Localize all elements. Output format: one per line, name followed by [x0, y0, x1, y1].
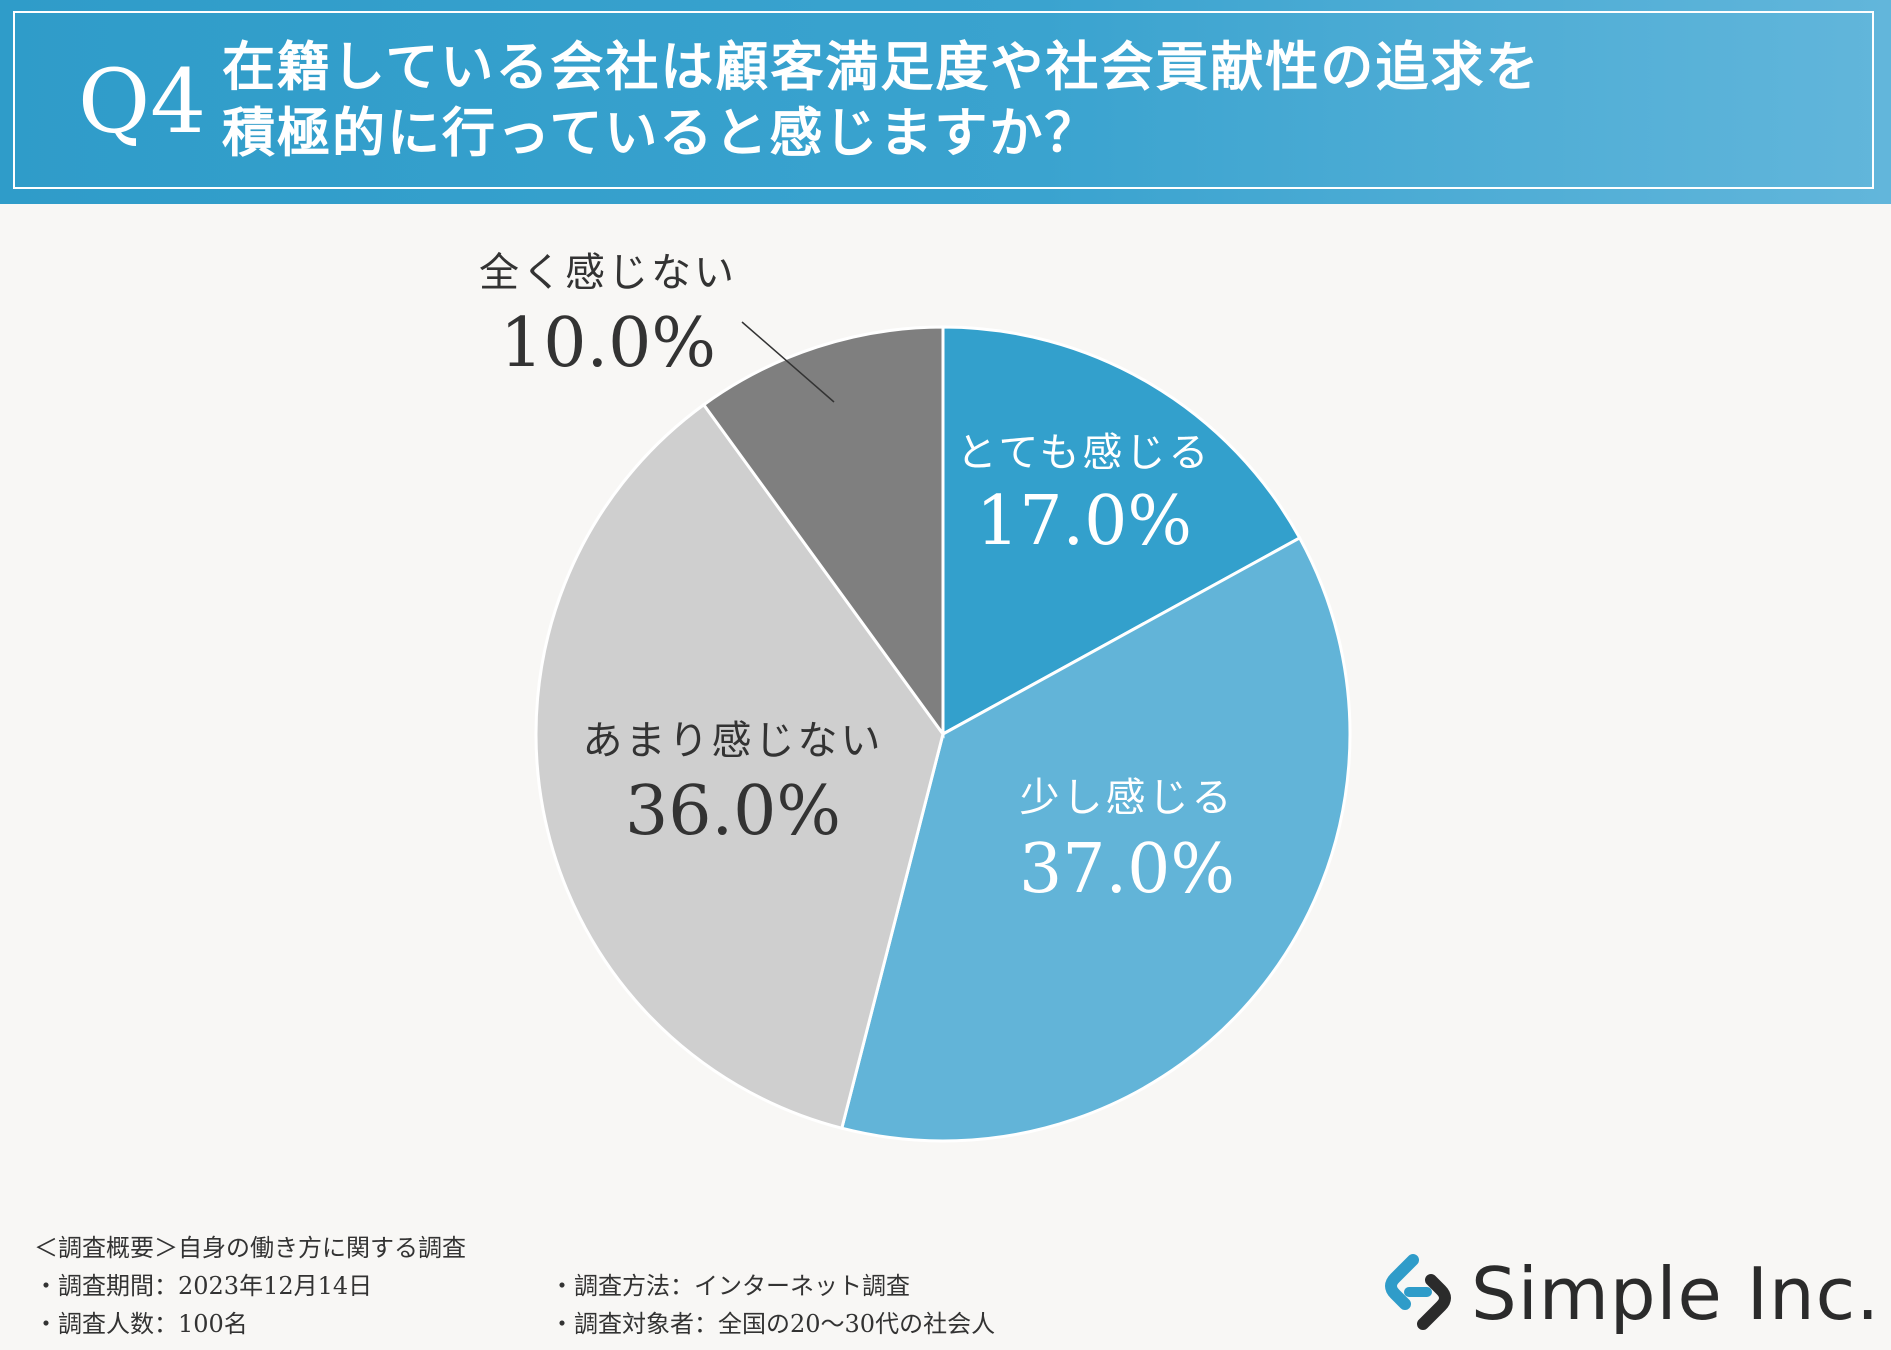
- survey-method: ・調査方法：インターネット調査: [550, 1272, 910, 1300]
- pie-slice-全く感じない: [701, 325, 945, 739]
- slice-value-あまり感じない: 36.0%: [625, 772, 841, 851]
- question-title: 在籍している会社は顧客満足度や社会貢献性の追求を 積極的に行っていると感じますか…: [222, 34, 1822, 166]
- logo-text: Simple Inc.: [1471, 1252, 1881, 1336]
- slice-label-少し感じる: 少し感じる: [1020, 775, 1235, 821]
- pie-chart: とても感じる 17.0% 少し感じる 37.0% あまり感じない 36.0% 全く感じない 1…: [479, 250, 1352, 1143]
- survey-target: ・調査対象者：全国の20～30代の社会人: [550, 1310, 996, 1338]
- survey-period: ・調査期間：2023年12月14日: [34, 1272, 373, 1300]
- slice-value-少し感じる: 37.0%: [1019, 830, 1235, 909]
- slice-label-あまり感じない: あまり感じない: [583, 718, 884, 764]
- header-frame: [13, 11, 1874, 189]
- slice-label-とても感じる: とても感じる: [957, 430, 1212, 476]
- company-logo: Simple Inc.: [1383, 1248, 1879, 1338]
- survey-summary: ＜調査概要＞自身の働き方に関する調査: [34, 1234, 466, 1262]
- question-number: Q4: [78, 50, 207, 153]
- slice-value-とても感じる: 17.0%: [976, 482, 1192, 561]
- pie-slice-とても感じる: [941, 325, 1302, 737]
- pie-slice-少し感じる: [839, 535, 1352, 1143]
- survey-count: ・調査人数：100名: [34, 1310, 248, 1338]
- header-banner: Q4 在籍している会社は顧客満足度や社会貢献性の追求を 積極的に行っていると感じ…: [0, 0, 1891, 204]
- question-title-line2: 積極的に行っていると感じますか？: [222, 102, 1100, 164]
- slice-label-全く感じない: 全く感じない: [479, 250, 737, 296]
- slice-value-全く感じない: 10.0%: [500, 304, 716, 383]
- question-title-line1: 在籍している会社は顧客満足度や社会貢献性の追求を: [222, 36, 1541, 98]
- pie-slice-あまり感じない: [534, 402, 945, 1131]
- leader-line-全く感じない: [741, 321, 835, 403]
- chain-link-icon: [1385, 1254, 1451, 1330]
